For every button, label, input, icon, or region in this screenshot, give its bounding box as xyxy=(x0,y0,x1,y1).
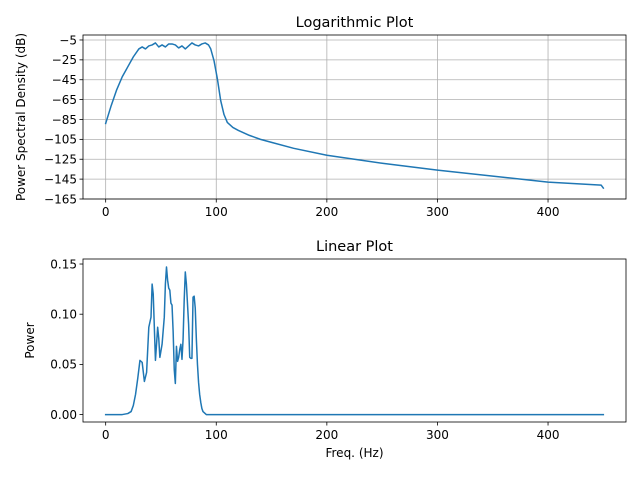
log-plot-y-axis-label: Power Spectral Density (dB) xyxy=(14,33,28,201)
log-plot-x-tick-label: 300 xyxy=(426,205,449,219)
log-plot-y-tick-label: −105 xyxy=(44,133,77,147)
log-plot-y-tick-label: −145 xyxy=(44,172,77,186)
linear-plot-x-tick-label: 0 xyxy=(102,428,110,442)
log-plot-y-tick-label: −125 xyxy=(44,153,77,167)
logarithmic-plot-axes: 0 100 200 300 400 −5 −25 −45 −65 −85 −105 −125 −145… xyxy=(14,15,627,219)
log-plot-x-ticks: 0 100 200 300 400 xyxy=(102,199,560,219)
log-plot-frame xyxy=(82,34,627,200)
log-plot-y-tick-label: −65 xyxy=(52,93,77,107)
linear-plot-title: Linear Plot xyxy=(316,239,393,255)
linear-plot-x-tick-label: 200 xyxy=(315,428,338,442)
linear-plot-x-axis-label: Freq. (Hz) xyxy=(325,446,383,460)
linear-plot-frame xyxy=(82,258,627,423)
linear-plot-axes: 0 100 200 300 400 0.00 0.05 0.10 0.15 Linear Pl… xyxy=(23,239,627,460)
log-plot-y-tick-label: −85 xyxy=(52,113,77,127)
log-plot-series xyxy=(104,42,605,190)
linear-plot-data-line xyxy=(104,266,605,416)
log-plot-y-tick-label: −45 xyxy=(52,73,77,87)
log-plot-y-tick-label: −25 xyxy=(52,53,77,67)
linear-plot-y-tick-label: 0.05 xyxy=(50,358,77,372)
linear-plot-y-tick-label: 0.15 xyxy=(50,257,77,271)
log-plot-x-tick-label: 400 xyxy=(537,205,560,219)
log-plot-x-tick-label: 0 xyxy=(102,205,110,219)
log-plot-x-tick-label: 100 xyxy=(205,205,228,219)
log-plot-title: Logarithmic Plot xyxy=(296,15,414,31)
linear-plot-x-tick-label: 100 xyxy=(205,428,228,442)
linear-plot-y-ticks: 0.00 0.05 0.10 0.15 xyxy=(50,257,83,422)
linear-plot-y-tick-label: 0.10 xyxy=(50,308,77,322)
linear-plot-x-tick-label: 400 xyxy=(537,428,560,442)
log-plot-data-line xyxy=(104,42,605,190)
linear-plot-y-tick-label: 0.00 xyxy=(50,408,77,422)
linear-plot-y-axis-label: Power xyxy=(23,322,37,358)
log-plot-y-ticks: −5 −25 −45 −65 −85 −105 −125 −145 −165 xyxy=(44,33,83,206)
log-plot-y-tick-label: −5 xyxy=(59,33,77,47)
log-plot-y-tick-label: −165 xyxy=(44,192,77,206)
log-plot-x-tick-label: 200 xyxy=(315,205,338,219)
linear-plot-series xyxy=(104,266,605,416)
linear-plot-x-ticks: 0 100 200 300 400 xyxy=(102,422,560,442)
linear-plot-x-tick-label: 300 xyxy=(426,428,449,442)
